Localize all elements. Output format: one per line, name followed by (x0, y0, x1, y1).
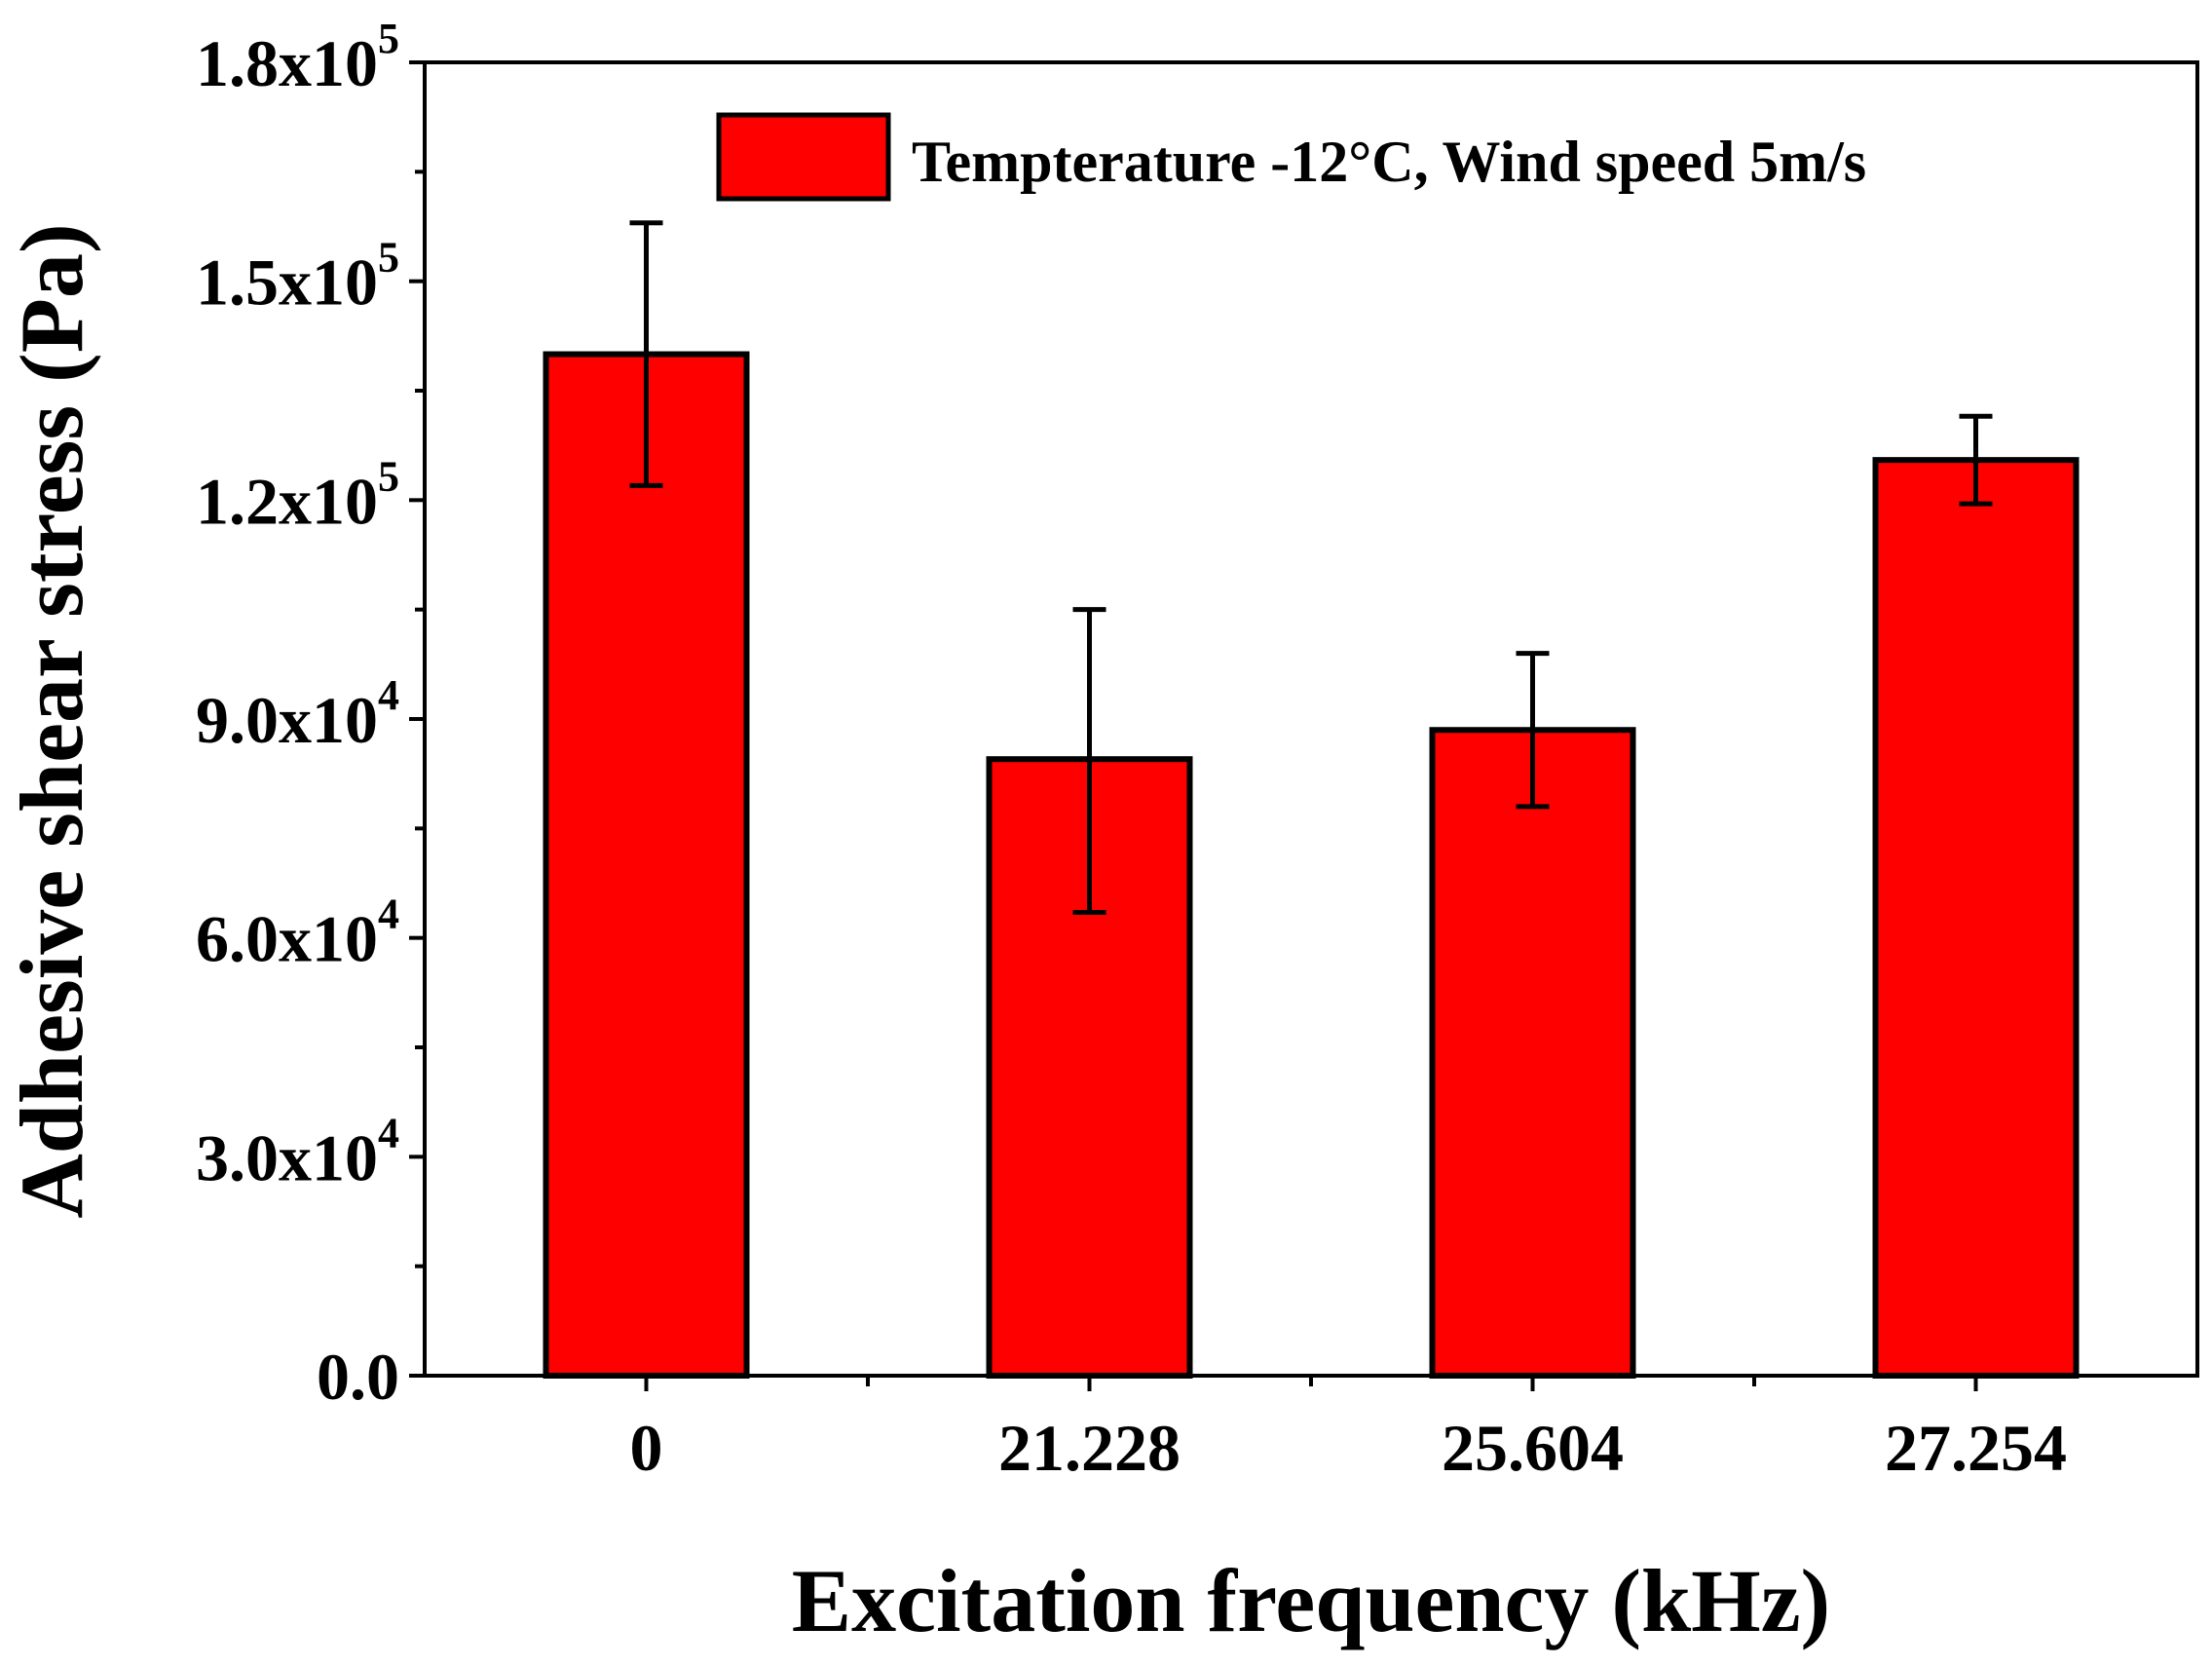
y-tick-label: 1.5x105 (196, 234, 399, 320)
y-tick-label: 9.0x104 (196, 671, 399, 757)
y-tick-label: 1.2x105 (196, 452, 399, 538)
x-axis-title: Excitation frequency (kHz) (792, 1551, 1830, 1650)
y-tick-label: 6.0x104 (196, 890, 399, 976)
x-tick-label: 25.604 (1442, 1411, 1624, 1485)
legend: Tempterature -12°C, Wind speed 5m/s (716, 112, 1866, 202)
y-axis-title: Adhesive shear stress (Pa) (2, 223, 101, 1218)
bar-25.604 (1429, 727, 1636, 1379)
y-tick-label: 3.0x104 (196, 1109, 399, 1194)
x-tick-label: 0 (630, 1411, 663, 1485)
y-tick-labels: 0.0 3.0x104 6.0x104 9.0x104 1.2x105 1.5x105 1.… (196, 15, 399, 1414)
y-tick-label: 1.8x105 (196, 15, 399, 100)
x-tick-labels: 0 21.228 25.604 27.254 (630, 1411, 2068, 1485)
error-bars-layer (629, 220, 1993, 915)
bar-27.254 (1872, 457, 2080, 1379)
bars-layer (543, 351, 2080, 1379)
ticks-layer (409, 60, 1978, 1391)
legend-swatch (716, 112, 891, 202)
y-tick-label: 0.0 (317, 1340, 399, 1414)
x-tick-label: 21.228 (998, 1411, 1181, 1485)
bar-0 (543, 351, 750, 1379)
x-tick-label: 27.254 (1885, 1411, 2067, 1485)
legend-label: Tempterature -12°C, Wind speed 5m/s (912, 130, 1866, 194)
